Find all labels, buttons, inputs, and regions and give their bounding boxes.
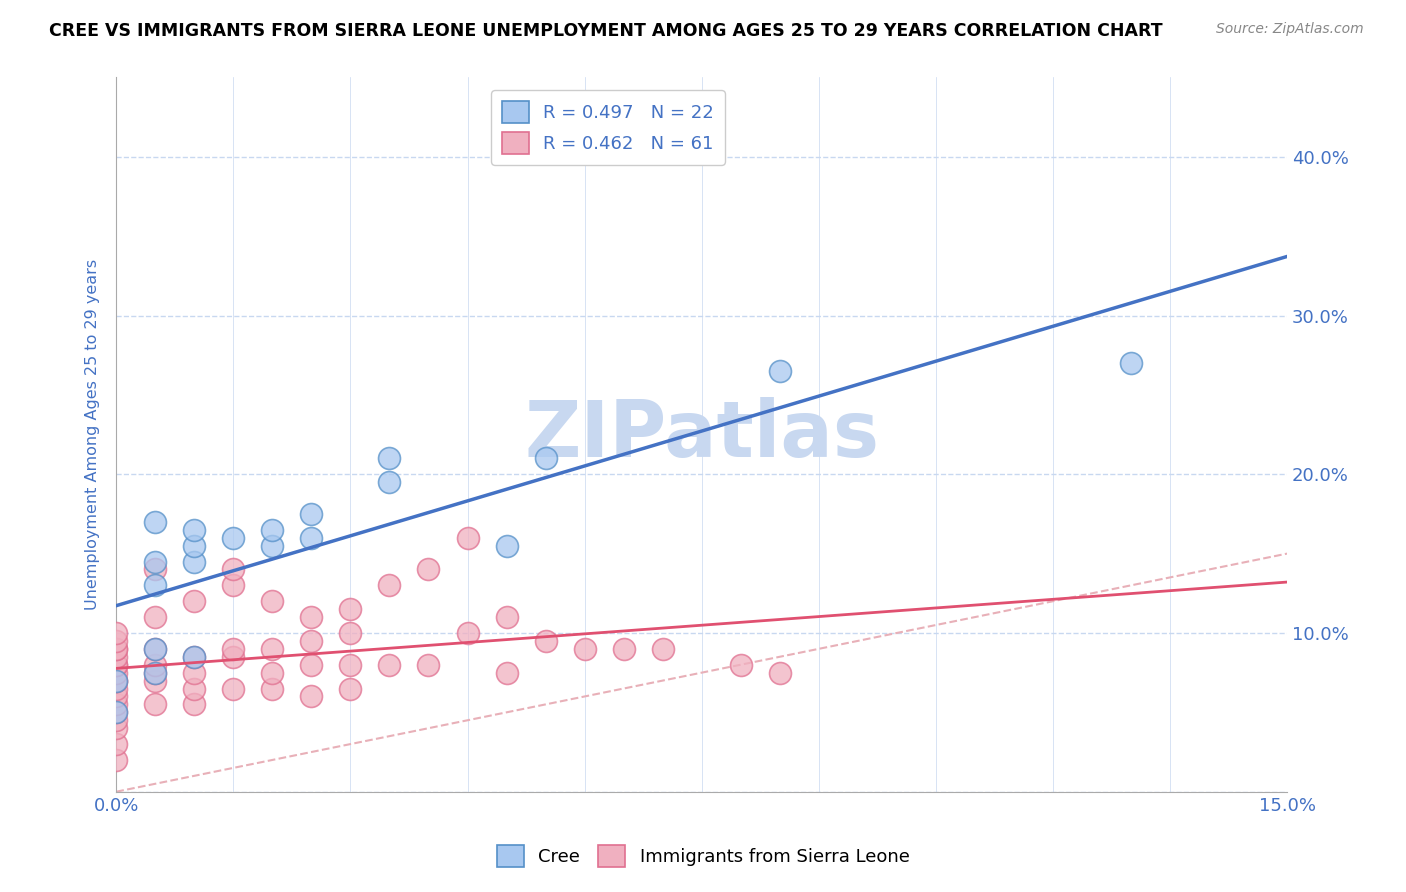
Point: [730, 657, 752, 672]
Point: [105, 698, 128, 712]
Point: [378, 657, 401, 672]
Point: [457, 531, 479, 545]
Point: [105, 737, 128, 751]
Point: [299, 531, 322, 545]
Point: [105, 706, 128, 720]
Point: [262, 523, 284, 537]
Point: [1119, 356, 1142, 370]
Point: [105, 641, 128, 656]
Point: [143, 665, 166, 680]
Point: [143, 657, 166, 672]
Point: [457, 626, 479, 640]
Point: [769, 364, 792, 378]
Point: [183, 523, 205, 537]
Point: [299, 507, 322, 521]
Point: [105, 673, 128, 688]
Point: [105, 634, 128, 648]
Text: ZIPatlas: ZIPatlas: [524, 397, 879, 473]
Point: [651, 641, 673, 656]
Point: [183, 539, 205, 553]
Point: [299, 657, 322, 672]
Point: [339, 602, 361, 616]
Point: [262, 641, 284, 656]
Point: [262, 594, 284, 608]
Point: [105, 657, 128, 672]
Point: [183, 698, 205, 712]
Point: [262, 539, 284, 553]
Point: [222, 531, 245, 545]
Y-axis label: Unemployment Among Ages 25 to 29 years: Unemployment Among Ages 25 to 29 years: [86, 259, 100, 610]
Point: [143, 555, 166, 569]
Point: [143, 673, 166, 688]
Point: [105, 673, 128, 688]
Legend: R = 0.497   N = 22, R = 0.462   N = 61: R = 0.497 N = 22, R = 0.462 N = 61: [491, 90, 725, 165]
Point: [183, 649, 205, 664]
Point: [222, 649, 245, 664]
Point: [105, 706, 128, 720]
Point: [183, 649, 205, 664]
Point: [299, 610, 322, 624]
Point: [339, 681, 361, 696]
Point: [105, 626, 128, 640]
Point: [143, 665, 166, 680]
Point: [534, 451, 557, 466]
Point: [262, 665, 284, 680]
Point: [105, 690, 128, 704]
Point: [378, 451, 401, 466]
Point: [105, 753, 128, 767]
Point: [339, 626, 361, 640]
Point: [418, 562, 440, 576]
Point: [495, 610, 517, 624]
Point: [105, 665, 128, 680]
Point: [183, 665, 205, 680]
Point: [534, 634, 557, 648]
Point: [105, 657, 128, 672]
Point: [143, 641, 166, 656]
Point: [105, 713, 128, 727]
Point: [299, 634, 322, 648]
Point: [183, 555, 205, 569]
Point: [143, 698, 166, 712]
Point: [613, 641, 636, 656]
Point: [339, 657, 361, 672]
Point: [769, 665, 792, 680]
Point: [105, 681, 128, 696]
Point: [143, 578, 166, 592]
Point: [495, 539, 517, 553]
Text: CREE VS IMMIGRANTS FROM SIERRA LEONE UNEMPLOYMENT AMONG AGES 25 TO 29 YEARS CORR: CREE VS IMMIGRANTS FROM SIERRA LEONE UNE…: [49, 22, 1163, 40]
Point: [378, 578, 401, 592]
Point: [299, 690, 322, 704]
Point: [495, 665, 517, 680]
Point: [262, 681, 284, 696]
Point: [143, 641, 166, 656]
Point: [222, 562, 245, 576]
Legend: Cree, Immigrants from Sierra Leone: Cree, Immigrants from Sierra Leone: [489, 838, 917, 874]
Point: [105, 649, 128, 664]
Point: [143, 562, 166, 576]
Point: [418, 657, 440, 672]
Point: [222, 681, 245, 696]
Text: Source: ZipAtlas.com: Source: ZipAtlas.com: [1216, 22, 1364, 37]
Point: [105, 673, 128, 688]
Point: [143, 515, 166, 529]
Point: [574, 641, 596, 656]
Point: [105, 641, 128, 656]
Point: [222, 641, 245, 656]
Point: [378, 475, 401, 490]
Point: [222, 578, 245, 592]
Point: [183, 681, 205, 696]
Point: [143, 610, 166, 624]
Point: [105, 721, 128, 735]
Point: [183, 594, 205, 608]
